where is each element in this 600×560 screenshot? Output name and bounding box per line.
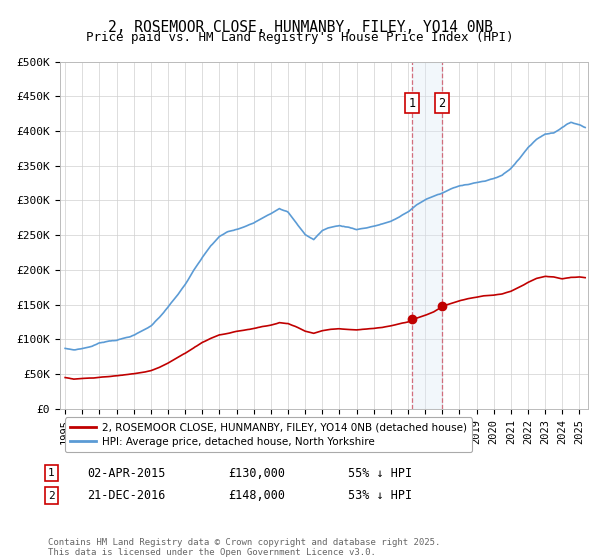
Text: 2: 2 <box>48 491 55 501</box>
Text: 21-DEC-2016: 21-DEC-2016 <box>87 489 166 502</box>
Text: Price paid vs. HM Land Registry's House Price Index (HPI): Price paid vs. HM Land Registry's House … <box>86 31 514 44</box>
Text: 1: 1 <box>48 468 55 478</box>
Text: 1: 1 <box>409 97 416 110</box>
Text: 53% ↓ HPI: 53% ↓ HPI <box>348 489 412 502</box>
Legend: 2, ROSEMOOR CLOSE, HUNMANBY, FILEY, YO14 0NB (detached house), HPI: Average pric: 2, ROSEMOOR CLOSE, HUNMANBY, FILEY, YO14… <box>65 418 472 452</box>
Text: Contains HM Land Registry data © Crown copyright and database right 2025.
This d: Contains HM Land Registry data © Crown c… <box>48 538 440 557</box>
Text: 2: 2 <box>438 97 445 110</box>
Text: 2, ROSEMOOR CLOSE, HUNMANBY, FILEY, YO14 0NB: 2, ROSEMOOR CLOSE, HUNMANBY, FILEY, YO14… <box>107 20 493 35</box>
Text: 55% ↓ HPI: 55% ↓ HPI <box>348 466 412 480</box>
Text: £130,000: £130,000 <box>228 466 285 480</box>
Text: 02-APR-2015: 02-APR-2015 <box>87 466 166 480</box>
Bar <box>412 62 442 409</box>
Text: £148,000: £148,000 <box>228 489 285 502</box>
